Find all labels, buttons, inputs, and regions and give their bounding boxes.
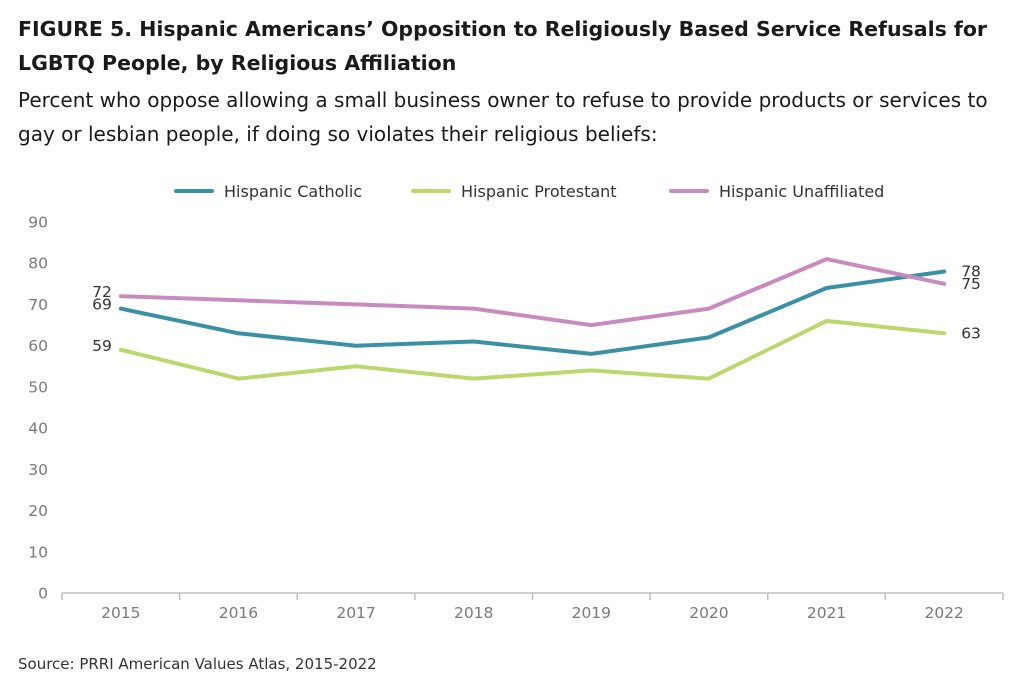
data-label-hispanic-protestant-first: 59 (92, 337, 112, 355)
y-tick-label: 60 (28, 337, 48, 355)
legend-swatch-hispanic-catholic (174, 189, 214, 193)
legend-label-hispanic-unaffiliated: Hispanic Unaffiliated (719, 181, 885, 201)
figure-title: FIGURE 5. Hispanic Americans’ Opposition… (18, 12, 1008, 80)
x-tick-label: 2017 (336, 604, 375, 622)
source-note: Source: PRRI American Values Atlas, 2015… (18, 655, 377, 673)
series-line-hispanic-unaffiliated (118, 257, 947, 328)
chart-legend: Hispanic Catholic Hispanic Protestant Hi… (0, 179, 1024, 203)
legend-label-hispanic-catholic: Hispanic Catholic (224, 181, 363, 201)
figure-subtitle-line-1: Percent who oppose allowing a small busi… (18, 88, 988, 112)
figure-title-line-2: LGBTQ People, by Religious Affiliation (18, 51, 457, 75)
y-tick-label: 80 (28, 255, 48, 273)
data-label-hispanic-unaffiliated-last: 75 (961, 275, 981, 293)
x-tick-label: 2020 (689, 604, 728, 622)
series-line-hispanic-protestant (118, 318, 947, 381)
legend-label-hispanic-protestant: Hispanic Protestant (461, 181, 617, 201)
legend-item-hispanic-protestant: Hispanic Protestant (411, 179, 617, 203)
legend-swatch-hispanic-protestant (411, 189, 451, 193)
y-tick-label: 50 (28, 378, 48, 396)
data-label-hispanic-catholic-first: 69 (92, 296, 112, 314)
legend-swatch-hispanic-unaffiliated (669, 189, 709, 193)
x-tick-label: 2018 (454, 604, 493, 622)
figure-title-line-1: FIGURE 5. Hispanic Americans’ Opposition… (18, 17, 988, 41)
y-tick-label: 90 (28, 214, 48, 232)
y-tick-label: 0 (38, 585, 48, 603)
y-tick-label: 40 (28, 420, 48, 438)
x-tick-label: 2022 (924, 604, 963, 622)
x-tick-label: 2016 (219, 604, 258, 622)
y-tick-label: 20 (28, 502, 48, 520)
series-line-hispanic-catholic (118, 269, 947, 356)
data-label-hispanic-catholic-last: 78 (961, 262, 981, 280)
data-label-hispanic-unaffiliated-first: 72 (92, 283, 112, 301)
x-tick-label: 2019 (572, 604, 611, 622)
x-tick-label: 2015 (101, 604, 140, 622)
legend-item-hispanic-unaffiliated: Hispanic Unaffiliated (669, 179, 884, 203)
data-label-hispanic-protestant-last: 63 (961, 324, 981, 342)
x-tick-label: 2021 (807, 604, 846, 622)
y-tick-label: 30 (28, 461, 48, 479)
y-tick-label: 70 (28, 296, 48, 314)
line-chart: 0 10 20 30 40 50 60 70 80 90 2015 2016 2017 2018 2019 2… (28, 214, 1004, 622)
figure-subtitle-line-2: gay or lesbian people, if doing so viola… (18, 122, 658, 146)
legend-item-hispanic-catholic: Hispanic Catholic (174, 179, 362, 203)
figure-subtitle: Percent who oppose allowing a small busi… (18, 83, 1013, 151)
y-tick-label: 10 (28, 543, 48, 561)
